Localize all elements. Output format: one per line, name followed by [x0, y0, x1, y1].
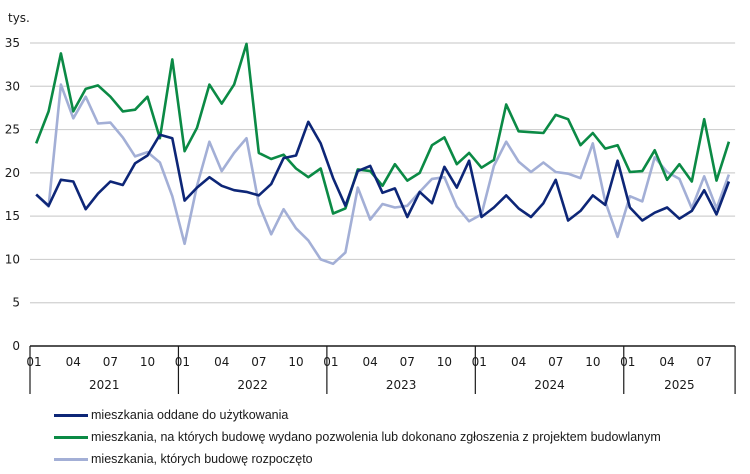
x-tick-label: 10	[585, 355, 600, 369]
legend-label: mieszkania, na których budowę wydano poz…	[91, 430, 661, 444]
y-tick-label: 5	[12, 296, 20, 310]
series-lines	[34, 42, 731, 266]
x-tick-label: 07	[103, 355, 118, 369]
x-tick-label: 01	[26, 355, 41, 369]
x-tick-label: 07	[400, 355, 415, 369]
y-axis-unit-label: tys.	[8, 11, 30, 25]
y-tick-label: 20	[5, 166, 20, 180]
y-tick-label: 10	[5, 252, 20, 266]
x-tick-label: 04	[659, 355, 674, 369]
x-tick-label: 04	[511, 355, 526, 369]
year-label: 2024	[534, 378, 565, 392]
x-tick-label: 04	[214, 355, 229, 369]
y-tick-label: 35	[5, 36, 20, 50]
y-tick-label: 25	[5, 123, 20, 137]
series-line-2	[34, 42, 731, 215]
legend: mieszkania oddane do użytkowania mieszkan…	[54, 404, 661, 470]
x-tick-label: 10	[288, 355, 303, 369]
x-tick-label: 04	[363, 355, 378, 369]
x-tick-label: 01	[472, 355, 487, 369]
y-tick-labels: 0 5 10 15 20 25 30 35	[5, 36, 20, 353]
x-tick-label: 01	[620, 355, 635, 369]
x-tick-label: 01	[323, 355, 338, 369]
legend-swatch	[54, 457, 88, 461]
legend-item: mieszkania oddane do użytkowania	[54, 404, 661, 426]
legend-item: mieszkania, których budowę rozpoczęto	[54, 448, 661, 470]
x-tick-label: 01	[175, 355, 190, 369]
x-tick-label: 04	[66, 355, 81, 369]
year-label: 2021	[89, 378, 120, 392]
series-line-3	[35, 83, 731, 266]
x-tick-label: 07	[251, 355, 266, 369]
y-tick-label: 0	[12, 339, 20, 353]
legend-swatch	[54, 435, 88, 439]
y-tick-label: 30	[5, 79, 20, 93]
x-tick-label: 10	[437, 355, 452, 369]
year-label: 2022	[237, 378, 268, 392]
legend-label: mieszkania, których budowę rozpoczęto	[91, 452, 313, 466]
x-tick-label: 07	[548, 355, 563, 369]
series-line-1	[35, 120, 731, 222]
x-tick-label: 07	[697, 355, 712, 369]
gridlines	[30, 42, 736, 304]
x-axis: 01 04 07 10 2021 01 04 07 10 2022 01 04 07 10 2023 01 04…	[26, 345, 736, 394]
y-tick-label: 15	[5, 209, 20, 223]
year-label: 2023	[386, 378, 417, 392]
x-tick-label: 10	[140, 355, 155, 369]
legend-label: mieszkania oddane do użytkowania	[91, 408, 289, 422]
legend-item: mieszkania, na których budowę wydano poz…	[54, 426, 661, 448]
legend-swatch	[54, 413, 88, 417]
year-label: 2025	[664, 378, 695, 392]
